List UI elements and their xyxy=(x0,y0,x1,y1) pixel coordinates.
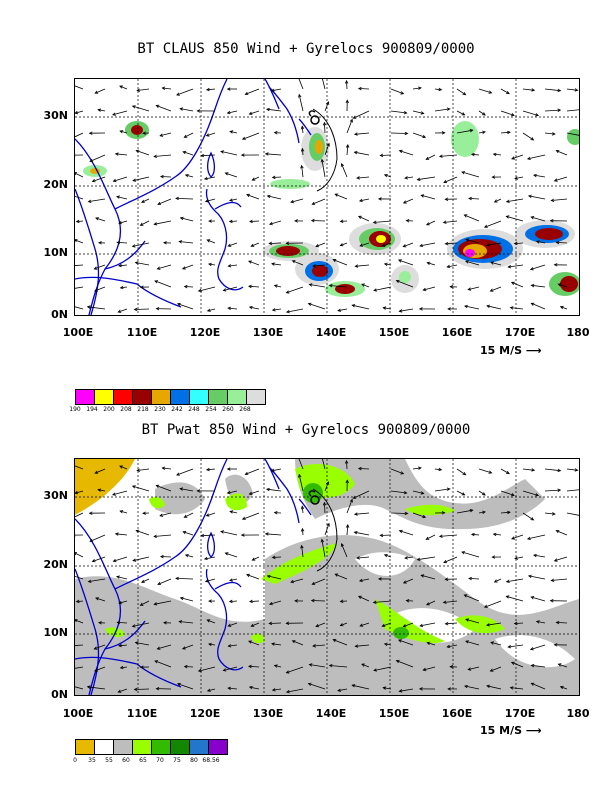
p1-ylabel-10n: 10N xyxy=(43,246,68,259)
colorbar-label: 0 xyxy=(73,757,77,764)
colorbar-swatch xyxy=(151,389,171,405)
p2-scale-text: 15 M/S xyxy=(480,724,523,737)
p1-xlabel-160e: 160E xyxy=(441,326,473,339)
colorbar-label: 68.56 xyxy=(202,757,220,764)
colorbar-swatch xyxy=(75,739,95,755)
p2-xlabel-170e: 170E xyxy=(504,707,536,720)
p2-xlabel-120e: 120E xyxy=(189,707,221,720)
coastline xyxy=(75,459,312,695)
p1-ylabel-20n: 20N xyxy=(43,178,68,191)
precipitable-water-shading xyxy=(75,459,579,695)
colorbar-label: 60 xyxy=(122,757,130,764)
colorbar-swatch xyxy=(189,739,209,755)
panel2-title: BT Pwat 850 Wind + Gyrelocs 900809/0000 xyxy=(141,422,471,438)
wind-vectors xyxy=(75,459,579,694)
colorbar-label: 70 xyxy=(156,757,164,764)
p1-scale-arrow: ⟶ xyxy=(525,344,542,357)
colorbar-swatch xyxy=(151,739,171,755)
p1-ylabel-0n: 0N xyxy=(51,308,68,321)
colorbar-swatch xyxy=(94,389,114,405)
colorbar-label: 200 xyxy=(103,406,115,413)
colorbar-label: 75 xyxy=(173,757,181,764)
p2-xlabel-100e: 100E xyxy=(62,707,94,720)
p2-xlabel-140e: 140E xyxy=(315,707,347,720)
colorbar-swatch xyxy=(227,389,247,405)
colorbar-label: 55 xyxy=(105,757,113,764)
p1-colorbar xyxy=(75,389,266,405)
p1-scale-label: 15 M/S ⟶ xyxy=(480,344,542,357)
colorbar-swatch xyxy=(132,389,152,405)
p2-colorbar xyxy=(75,739,228,755)
p1-xlabel-170e: 170E xyxy=(504,326,536,339)
colorbar-swatch xyxy=(132,739,152,755)
p2-ylabel-10n: 10N xyxy=(43,626,68,639)
colorbar-swatch xyxy=(94,739,114,755)
p2-xlabel-150e: 150E xyxy=(378,707,410,720)
colorbar-label: 190 xyxy=(69,406,81,413)
gyre-track xyxy=(308,108,338,192)
colorbar-label: 242 xyxy=(171,406,183,413)
colorbar-label: 218 xyxy=(137,406,149,413)
p1-ylabel-30n: 30N xyxy=(43,109,68,122)
p1-xlabel-150e: 150E xyxy=(378,326,410,339)
p2-xlabel-110e: 110E xyxy=(126,707,158,720)
pwat-map-panel xyxy=(74,458,580,696)
p2-xlabel-130e: 130E xyxy=(252,707,284,720)
wind-vectors xyxy=(75,79,579,314)
colorbar-swatch xyxy=(113,739,133,755)
colorbar-swatch xyxy=(208,739,228,755)
p2-scale-label: 15 M/S ⟶ xyxy=(480,724,542,737)
colorbar-label: 268 xyxy=(239,406,251,413)
claus-map xyxy=(75,79,579,315)
p1-xlabel-110e: 110E xyxy=(126,326,158,339)
p1-xlabel-120e: 120E xyxy=(189,326,221,339)
colorbar-swatch xyxy=(75,389,95,405)
p2-ylabel-0n: 0N xyxy=(51,688,68,701)
panel1-title: BT CLAUS 850 Wind + Gyrelocs 900809/0000 xyxy=(137,41,475,57)
p1-xlabel-140e: 140E xyxy=(315,326,347,339)
p2-scale-arrow: ⟶ xyxy=(525,724,542,737)
colorbar-label: 80 xyxy=(190,757,198,764)
p1-scale-text: 15 M/S xyxy=(480,344,523,357)
cloud-top-shading xyxy=(83,121,579,297)
colorbar-label: 254 xyxy=(205,406,217,413)
colorbar-swatch xyxy=(189,389,209,405)
p1-xlabel-180: 180 xyxy=(566,326,590,339)
colorbar-swatch xyxy=(208,389,228,405)
colorbar-swatch xyxy=(113,389,133,405)
colorbar-swatch xyxy=(170,739,190,755)
grid-lines xyxy=(75,459,579,695)
grid-lines xyxy=(75,79,579,315)
p2-xlabel-160e: 160E xyxy=(441,707,473,720)
colorbar-swatch xyxy=(170,389,190,405)
colorbar-label: 230 xyxy=(154,406,166,413)
p2-ylabel-30n: 30N xyxy=(43,489,68,502)
p2-xlabel-180: 180 xyxy=(566,707,590,720)
colorbar-label: 35 xyxy=(88,757,96,764)
p1-xlabel-100e: 100E xyxy=(62,326,94,339)
p1-xlabel-130e: 130E xyxy=(252,326,284,339)
coastline xyxy=(75,79,312,315)
colorbar-label: 208 xyxy=(120,406,132,413)
gyre-track xyxy=(308,488,338,572)
colorbar-label: 248 xyxy=(188,406,200,413)
claus-map-panel xyxy=(74,78,580,316)
pwat-map xyxy=(75,459,579,695)
colorbar-label: 194 xyxy=(86,406,98,413)
colorbar-label: 65 xyxy=(139,757,147,764)
p2-ylabel-20n: 20N xyxy=(43,558,68,571)
colorbar-swatch xyxy=(246,389,266,405)
colorbar-label: 260 xyxy=(222,406,234,413)
